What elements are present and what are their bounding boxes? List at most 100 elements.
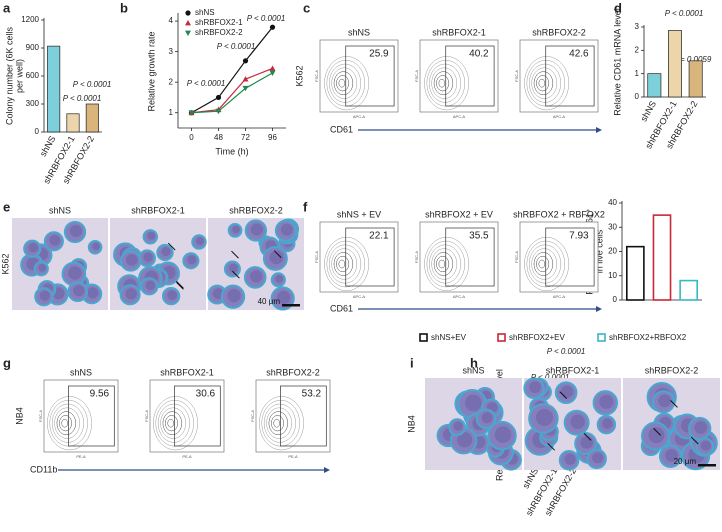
gate-percent: 40.2: [469, 49, 489, 60]
arrow-head: [324, 467, 330, 473]
y-tick-label: 1: [635, 69, 640, 78]
marker-label: CD61: [330, 124, 353, 134]
marker-label: CD11b: [30, 464, 57, 474]
sample-label: shRBFOX2-2: [266, 367, 320, 377]
contour: [531, 67, 558, 99]
gate-percent: 53.2: [302, 389, 322, 400]
nucleus: [250, 270, 263, 283]
nucleus: [694, 421, 708, 434]
nucleus: [280, 223, 293, 236]
y-channel: FSC-A: [144, 410, 149, 422]
sample-label: shRBFOX2-1: [160, 367, 214, 377]
y-tick-label: 30: [608, 222, 617, 231]
nucleus: [648, 427, 665, 444]
arrow-head: [596, 306, 602, 312]
arrow: [559, 391, 568, 400]
series-line: [191, 26, 273, 114]
gate-percent: 25.9: [369, 49, 389, 60]
y-tick-label: 900: [26, 43, 40, 52]
panel-letter: d: [614, 0, 622, 15]
sample-label: shRBFOX2-2: [229, 205, 283, 215]
contour: [273, 418, 280, 428]
contour: [59, 415, 72, 432]
arrow: [167, 242, 176, 251]
nucleus: [143, 252, 153, 262]
contour: [438, 78, 446, 88]
point: [269, 65, 276, 71]
nucleus: [125, 254, 138, 266]
y-tick-label: 0: [35, 127, 40, 136]
bar: [652, 214, 672, 301]
x-channel: APC-A: [553, 114, 566, 119]
nucleus: [69, 224, 83, 238]
legend-marker: [185, 10, 191, 16]
gate-percent: 9.56: [90, 389, 110, 400]
flow-plot: [255, 379, 331, 453]
p-value: P < 0.0001: [665, 9, 704, 18]
contour: [524, 56, 570, 111]
x-channel: APC-A: [453, 114, 466, 119]
p-value: P < 0.0001: [187, 79, 226, 88]
x-channel: PE-A: [76, 454, 86, 459]
contour: [328, 244, 362, 284]
cell-line-label: NB4: [14, 407, 24, 425]
sample-label: shNS + EV: [337, 209, 381, 219]
y-channel: FSC-A: [250, 410, 255, 422]
scale-bar: [698, 464, 716, 467]
y-channel: FSC-A: [514, 251, 519, 263]
nucleus: [700, 440, 711, 451]
y-channel: FSC-A: [314, 251, 319, 263]
contour: [331, 67, 358, 99]
nucleus: [161, 246, 171, 257]
gate: [345, 45, 395, 107]
contour: [51, 403, 84, 443]
nucleus: [147, 231, 156, 240]
contour: [165, 415, 178, 432]
nucleus: [125, 288, 137, 300]
nucleus: [68, 266, 82, 280]
bar: [668, 30, 682, 98]
contour: [538, 78, 546, 88]
y-axis-label: Relative growth rate: [146, 31, 156, 111]
point: [215, 108, 222, 115]
gate: [345, 227, 395, 287]
scale-label: 40 μm: [258, 297, 281, 306]
gate-percent: 42.6: [569, 49, 589, 60]
contour: [528, 244, 562, 284]
y-tick-label: 0: [613, 295, 618, 304]
contour: [431, 248, 458, 280]
point: [242, 76, 249, 82]
contour: [436, 75, 450, 92]
x-channel: PE-A: [182, 454, 192, 459]
contour: [162, 411, 182, 436]
sample-label: shRBFOX2-1: [546, 365, 600, 375]
scale-bar: [282, 304, 300, 307]
contour: [428, 63, 462, 103]
p-value: P < 0.0001: [247, 14, 286, 23]
sample-label: shNS: [348, 27, 370, 37]
arrow: [232, 270, 240, 279]
contour: [167, 418, 174, 428]
sample-label: shRBFOX2-1: [131, 205, 185, 215]
legend-label: shRBFOX2-2: [195, 28, 243, 37]
nucleus: [73, 285, 85, 297]
gate: [280, 385, 327, 447]
flow-plot: [43, 379, 119, 453]
p-value: P < 0.0001: [547, 347, 586, 356]
nucleus: [592, 452, 604, 464]
contour: [338, 259, 346, 269]
sample-label: shRBFOX2-2: [645, 365, 699, 375]
nucleus: [232, 225, 240, 234]
p-value: P < 0.0001: [531, 373, 570, 382]
contour: [433, 71, 454, 96]
panel-letter: i: [410, 355, 414, 370]
gate-percent: 7.93: [569, 231, 589, 242]
x-tick-label: 72: [241, 133, 250, 142]
legend-label: shRBFOX2-1: [195, 18, 243, 27]
y-tick-label: 1200: [21, 15, 39, 24]
gate: [545, 45, 595, 107]
contour: [268, 411, 288, 436]
contour: [536, 75, 550, 92]
contour: [259, 396, 304, 451]
